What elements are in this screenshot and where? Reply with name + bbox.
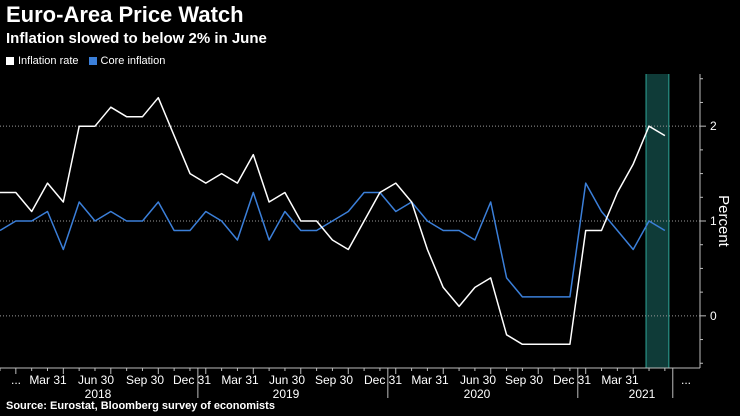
chart-subtitle: Inflation slowed to below 2% in June: [6, 30, 267, 47]
x-tick-label: ...: [681, 373, 691, 387]
x-year-label-2018: 2018: [85, 387, 112, 401]
x-tick-label: Dec 31: [364, 373, 402, 387]
x-year-label-2021: 2021: [629, 387, 656, 401]
legend-item-core-inflation: Core inflation: [88, 55, 166, 67]
x-tick-label: Dec 31: [173, 373, 211, 387]
x-tick-label: Dec 31: [553, 373, 591, 387]
legend-label-core-inflation: Core inflation: [100, 55, 166, 67]
x-tick-label: Jun 30: [460, 373, 496, 387]
x-tick-label: Jun 30: [78, 373, 114, 387]
legend-item-inflation-rate: Inflation rate: [6, 55, 79, 67]
series-line-core-inflation: [0, 182, 666, 298]
y-tick-label-0: 0: [710, 309, 717, 323]
y-tick-label-1: 1: [710, 214, 717, 228]
y-tick-label-2: 2: [710, 119, 717, 133]
x-tick-label: Sep 30: [505, 373, 543, 387]
legend-label-inflation-rate: Inflation rate: [18, 55, 79, 67]
chart-legend: Inflation rate Core inflation: [6, 55, 165, 67]
x-tick-label: Mar 31: [411, 373, 449, 387]
legend-swatch-inflation-rate: [6, 57, 14, 65]
x-year-label-2020: 2020: [464, 387, 491, 401]
x-tick-label: Sep 30: [315, 373, 353, 387]
series-group: [0, 96, 666, 346]
x-tick-label: Mar 31: [601, 373, 639, 387]
x-tick-label: Mar 31: [221, 373, 259, 387]
x-tick-label: Sep 30: [126, 373, 164, 387]
axes-group: [0, 74, 706, 398]
x-tick-label: ...: [11, 373, 21, 387]
x-tick-label: Mar 31: [29, 373, 67, 387]
gridlines-group: [0, 125, 700, 317]
chart-title: Euro-Area Price Watch: [6, 2, 244, 27]
source-note: Source: Eurostat, Bloomberg survey of ec…: [6, 400, 275, 412]
legend-swatch-core-inflation: [88, 57, 97, 65]
tick-labels-group: 0 1 2 Percent... Mar 31 Jun 30 Sep 30 Dec 31 Mar…: [11, 119, 732, 401]
y-axis-title: Percent: [715, 195, 732, 248]
series-line-inflation-rate: [0, 96, 666, 346]
x-year-label-2019: 2019: [273, 387, 300, 401]
x-tick-label: Jun 30: [269, 373, 305, 387]
